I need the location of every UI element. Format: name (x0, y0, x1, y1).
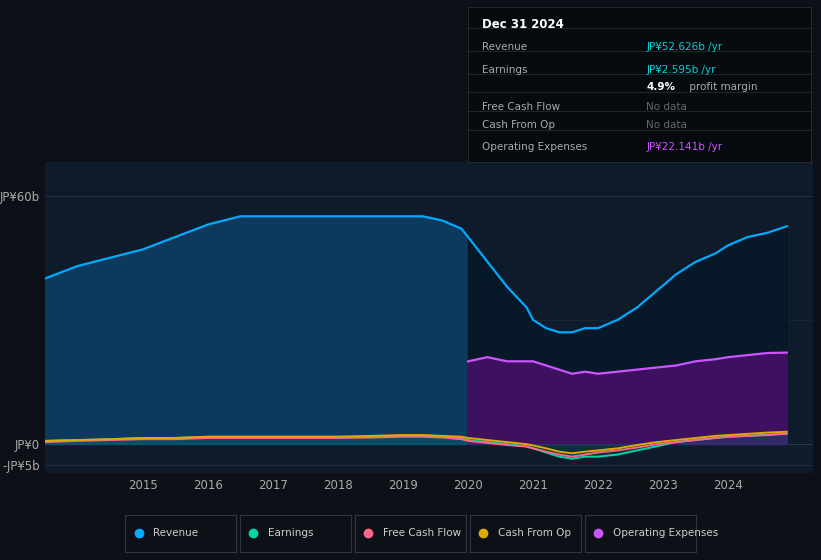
Text: Operating Expenses: Operating Expenses (482, 142, 587, 152)
Text: Free Cash Flow: Free Cash Flow (383, 529, 461, 538)
Text: Cash From Op: Cash From Op (498, 529, 571, 538)
Text: JP¥22.141b /yr: JP¥22.141b /yr (646, 142, 722, 152)
Text: Dec 31 2024: Dec 31 2024 (482, 18, 563, 31)
Text: Operating Expenses: Operating Expenses (612, 529, 718, 538)
Text: Cash From Op: Cash From Op (482, 120, 555, 130)
Text: Revenue: Revenue (153, 529, 198, 538)
Text: profit margin: profit margin (686, 82, 758, 92)
Text: Earnings: Earnings (268, 529, 314, 538)
Text: JP¥2.595b /yr: JP¥2.595b /yr (646, 65, 716, 75)
Text: Revenue: Revenue (482, 42, 527, 52)
Text: 4.9%: 4.9% (646, 82, 676, 92)
Text: No data: No data (646, 120, 687, 130)
Text: JP¥52.626b /yr: JP¥52.626b /yr (646, 42, 722, 52)
Text: No data: No data (646, 102, 687, 111)
Text: Free Cash Flow: Free Cash Flow (482, 102, 560, 111)
Text: Earnings: Earnings (482, 65, 527, 75)
